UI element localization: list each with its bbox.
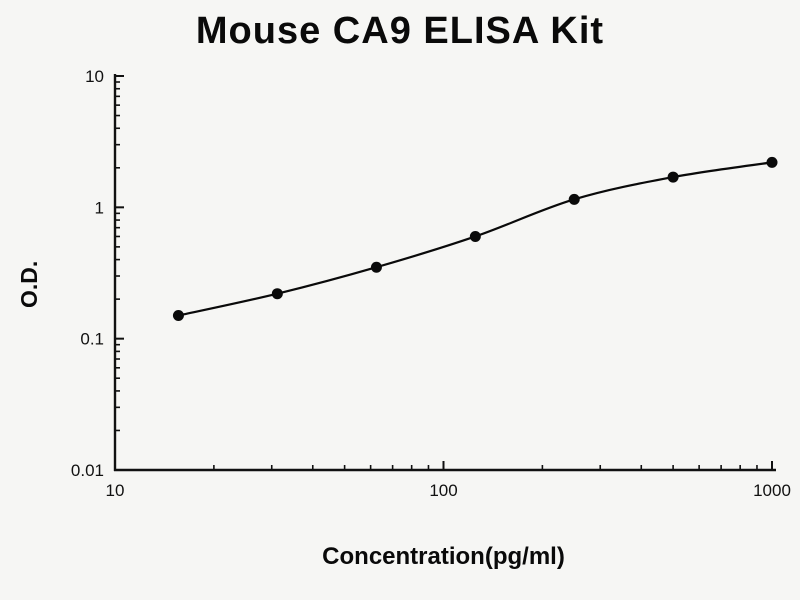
x-tick-label: 10 <box>106 481 125 500</box>
data-point <box>370 261 382 273</box>
data-point <box>271 288 283 300</box>
data-point <box>766 156 778 168</box>
data-point <box>667 171 679 183</box>
data-point <box>568 193 580 205</box>
y-tick-label: 1 <box>95 198 104 217</box>
x-tick-label: 100 <box>429 481 457 500</box>
y-tick-label: 0.01 <box>71 461 104 480</box>
y-tick-label: 10 <box>85 67 104 86</box>
data-point <box>469 230 481 242</box>
y-tick-label: 0.1 <box>80 330 104 349</box>
x-axis-label: Concentration(pg/ml) <box>322 543 565 570</box>
chart-title: Mouse CA9 ELISA Kit <box>195 10 605 52</box>
x-tick-label: 1000 <box>753 481 791 500</box>
data-point <box>172 310 184 322</box>
